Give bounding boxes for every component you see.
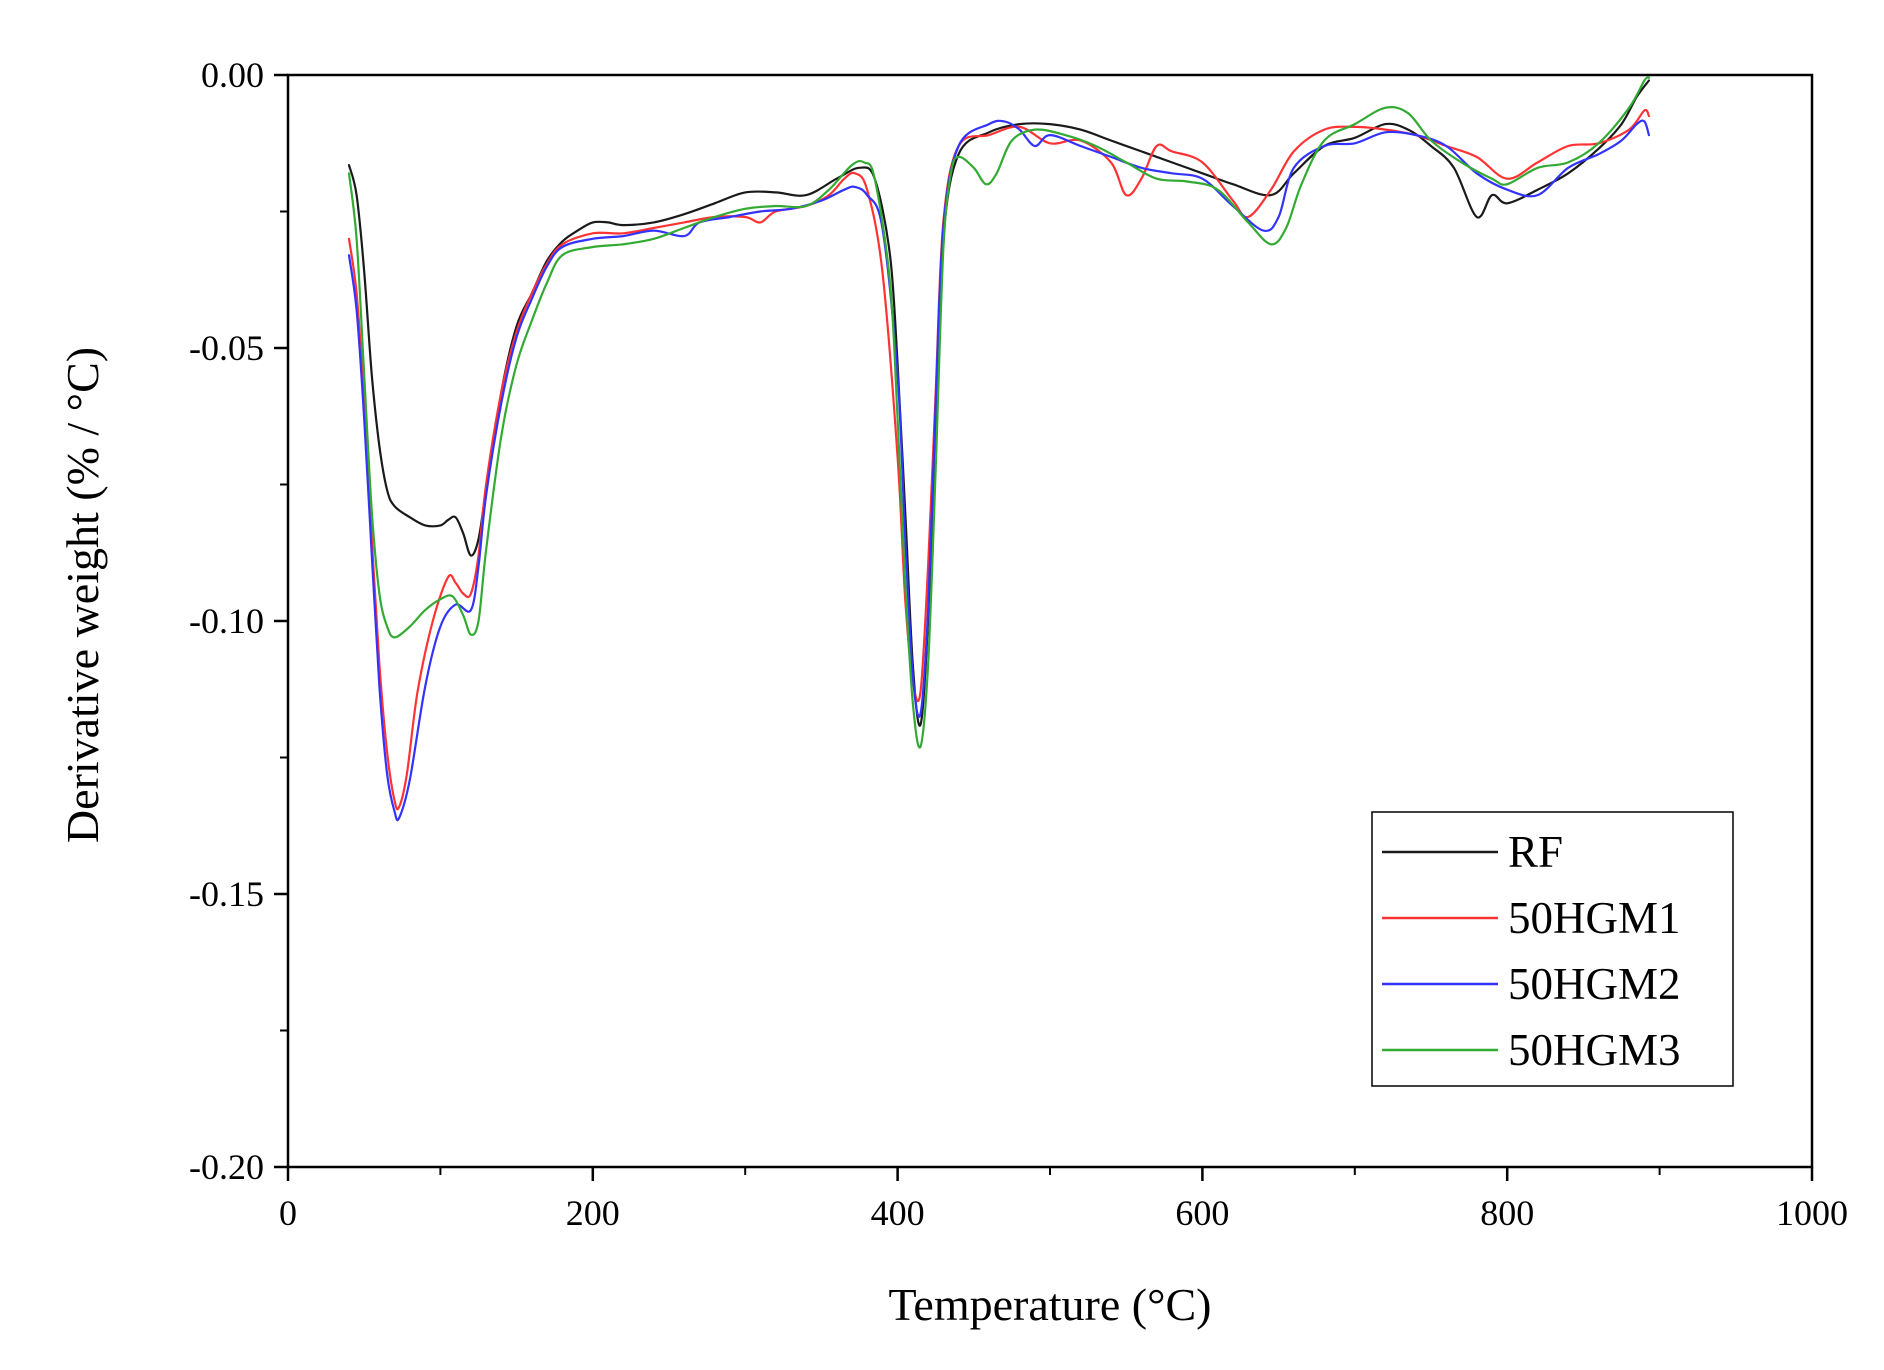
series-line-50hgm2 (347, 119, 1650, 822)
series-layer (347, 76, 1650, 822)
y-tick-label: -0.10 (189, 601, 264, 641)
legend: RF 50HGM1 50HGM2 50HGM3 (1371, 811, 1734, 1087)
y-tick-label: 0.00 (201, 55, 264, 95)
legend-label: RF (1508, 827, 1563, 877)
legend-box (1371, 811, 1734, 1087)
x-tick-label: 1000 (1776, 1193, 1848, 1233)
legend-label: 50HGM1 (1508, 893, 1681, 943)
legend-entries: RF 50HGM1 50HGM2 50HGM3 (1382, 827, 1681, 1075)
y-axis-title: Derivative weight (% / °C) (57, 347, 108, 843)
series-line-rf (347, 79, 1650, 727)
y-tick-label: -0.05 (189, 328, 264, 368)
x-tick-label: 200 (566, 1193, 620, 1233)
x-axis-title: Temperature (°C) (889, 1279, 1212, 1330)
x-tick-label: 600 (1175, 1193, 1229, 1233)
series-line-50hgm1 (347, 108, 1650, 811)
y-tick-label: -0.20 (189, 1147, 264, 1187)
x-tick-label: 800 (1480, 1193, 1534, 1233)
x-tick-label: 0 (279, 1193, 297, 1233)
legend-label: 50HGM2 (1508, 959, 1681, 1009)
axis-layer: 0 200 400 600 800 1000 0.00 -0.05 -0.10 -0.15 -0.2… (189, 55, 1848, 1233)
legend-label: 50HGM3 (1508, 1025, 1681, 1075)
x-tick-label: 400 (871, 1193, 925, 1233)
series-line-50hgm3 (347, 76, 1650, 749)
y-tick-label: -0.15 (189, 874, 264, 914)
